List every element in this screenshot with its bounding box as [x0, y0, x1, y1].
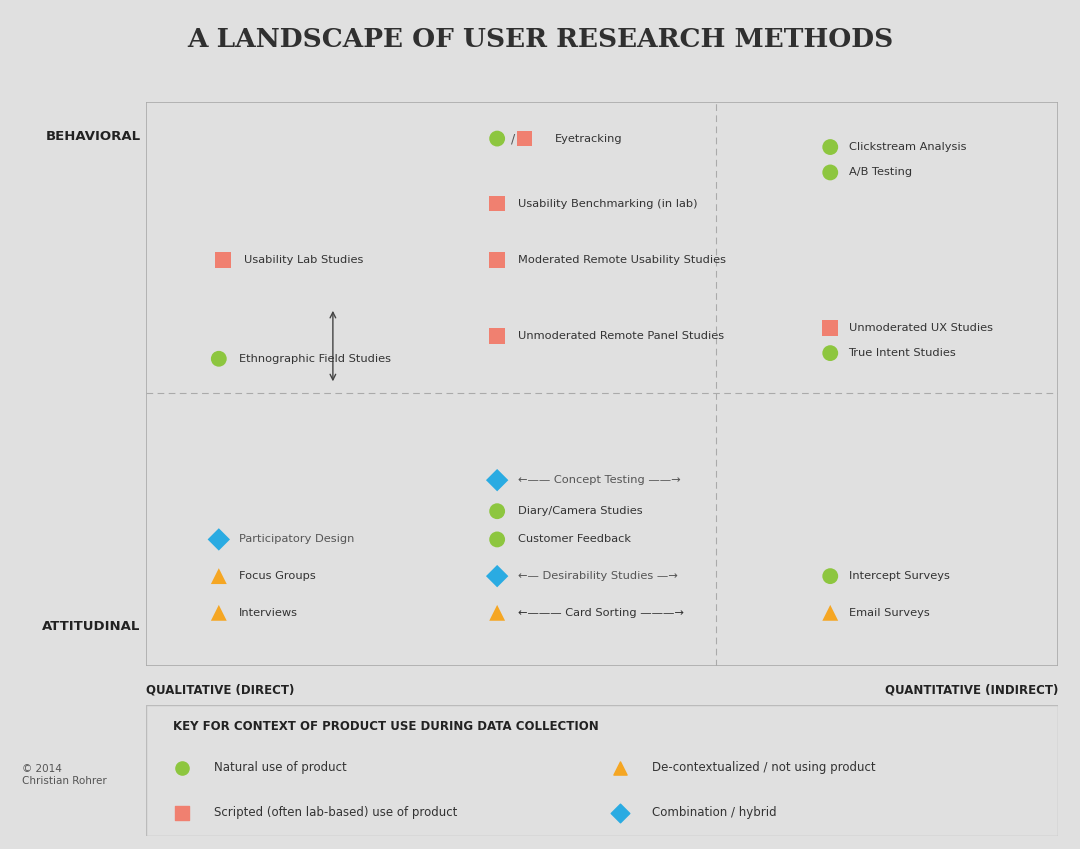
Text: De-contextualized / not using product: De-contextualized / not using product: [652, 762, 876, 774]
Text: ←— Desirability Studies —→: ←— Desirability Studies —→: [518, 571, 678, 581]
Text: A LANDSCAPE OF USER RESEARCH METHODS: A LANDSCAPE OF USER RESEARCH METHODS: [187, 27, 893, 52]
Text: Focus Groups: Focus Groups: [239, 571, 315, 581]
Text: Eyetracking: Eyetracking: [555, 133, 622, 143]
Text: Combination / hybrid: Combination / hybrid: [652, 806, 777, 819]
Text: Natural use of product: Natural use of product: [214, 762, 347, 774]
Point: [822, 346, 839, 360]
Point: [488, 474, 505, 487]
Text: BEHAVIORAL: BEHAVIORAL: [45, 130, 140, 143]
Text: /: /: [512, 132, 516, 145]
Text: Scripted (often lab-based) use of product: Scripted (often lab-based) use of produc…: [214, 806, 458, 819]
Text: A/B Testing: A/B Testing: [849, 167, 912, 177]
Point: [611, 761, 629, 774]
Text: Unmoderated Remote Panel Studies: Unmoderated Remote Panel Studies: [518, 331, 725, 341]
Text: Usability Benchmarking (in lab): Usability Benchmarking (in lab): [518, 199, 698, 209]
Point: [488, 570, 505, 583]
Point: [488, 606, 505, 620]
Point: [211, 532, 228, 546]
Point: [822, 140, 839, 154]
Text: Ethnographic Field Studies: Ethnographic Field Studies: [239, 354, 391, 363]
Text: Clickstream Analysis: Clickstream Analysis: [849, 142, 966, 152]
Point: [215, 253, 232, 267]
Point: [488, 132, 505, 145]
Text: ATTITUDINAL: ATTITUDINAL: [42, 620, 140, 633]
Point: [822, 606, 839, 620]
Point: [211, 606, 228, 620]
Text: Usability Lab Studies: Usability Lab Studies: [244, 255, 364, 265]
Point: [822, 570, 839, 583]
Text: Intercept Surveys: Intercept Surveys: [849, 571, 949, 581]
Point: [174, 761, 191, 774]
Text: Participatory Design: Participatory Design: [239, 534, 354, 544]
Point: [488, 532, 505, 546]
Text: ←——— Card Sorting ———→: ←——— Card Sorting ———→: [518, 608, 684, 618]
Text: Unmoderated UX Studies: Unmoderated UX Studies: [849, 323, 993, 333]
Text: ←—— Concept Testing ——→: ←—— Concept Testing ——→: [518, 475, 680, 485]
Point: [488, 329, 505, 343]
Point: [488, 197, 505, 211]
Text: QUALITATIVE (DIRECT): QUALITATIVE (DIRECT): [146, 683, 294, 696]
Text: Moderated Remote Usability Studies: Moderated Remote Usability Studies: [518, 255, 726, 265]
Text: True Intent Studies: True Intent Studies: [849, 348, 956, 358]
Point: [516, 132, 534, 145]
Text: Email Surveys: Email Surveys: [849, 608, 929, 618]
Point: [822, 166, 839, 179]
Point: [211, 570, 228, 583]
Point: [611, 806, 629, 819]
Text: Diary/Camera Studies: Diary/Camera Studies: [518, 506, 643, 516]
Text: KEY FOR CONTEXT OF PRODUCT USE DURING DATA COLLECTION: KEY FOR CONTEXT OF PRODUCT USE DURING DA…: [173, 721, 599, 734]
Text: Customer Feedback: Customer Feedback: [518, 534, 631, 544]
Point: [488, 253, 505, 267]
Point: [488, 504, 505, 518]
Text: © 2014
Christian Rohrer: © 2014 Christian Rohrer: [22, 764, 106, 785]
Text: Interviews: Interviews: [239, 608, 298, 618]
Point: [174, 806, 191, 819]
Text: QUANTITATIVE (INDIRECT): QUANTITATIVE (INDIRECT): [885, 683, 1058, 696]
Point: [211, 352, 228, 366]
Point: [822, 321, 839, 335]
